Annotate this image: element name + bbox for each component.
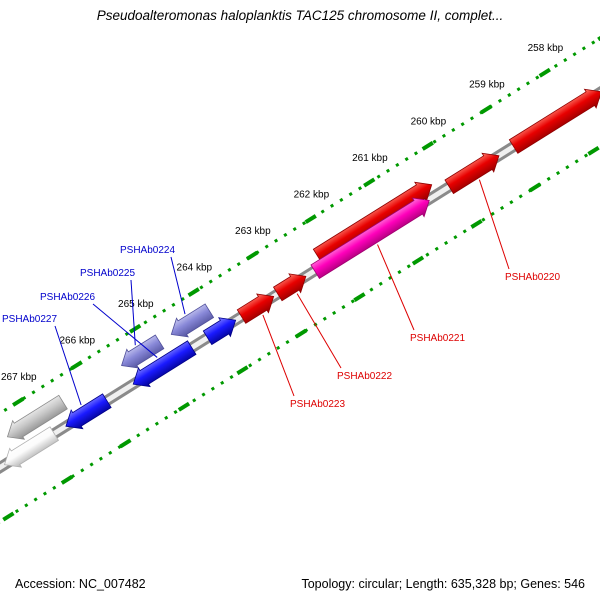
ruler-label: 258 kbp bbox=[528, 43, 564, 54]
kbp-tick bbox=[177, 401, 191, 412]
kbp-tick bbox=[2, 511, 15, 522]
ruler-label: 267 kbp bbox=[1, 372, 37, 383]
ruler-label: 260 kbp bbox=[411, 116, 447, 127]
ruler-dotted-line bbox=[0, 6, 600, 471]
gene-arrow-pshab0223[interactable] bbox=[236, 287, 280, 326]
gene-label[interactable]: PSHAb0220 bbox=[505, 272, 560, 283]
kbp-tick bbox=[119, 438, 132, 449]
gene-arrow[interactable] bbox=[2, 393, 69, 446]
status-bar: Accession: NC_007482 Topology: circular;… bbox=[15, 577, 585, 591]
kbp-tick bbox=[470, 219, 483, 229]
ruler-label: 261 kbp bbox=[352, 153, 388, 164]
ruler-label: 262 kbp bbox=[294, 189, 330, 200]
ruler-label: 266 kbp bbox=[60, 336, 96, 347]
kbp-tick bbox=[353, 292, 366, 302]
ruler-label: 265 kbp bbox=[118, 299, 154, 310]
gene-label[interactable]: PSHAb0227 bbox=[2, 314, 57, 325]
gene-arrow-pshab0221[interactable] bbox=[309, 191, 435, 281]
kbp-tick bbox=[187, 287, 200, 298]
map-title: Pseudoalteromonas haloplanktis TAC125 ch… bbox=[96, 8, 504, 23]
gene-label[interactable]: PSHAb0223 bbox=[290, 399, 345, 410]
ruler-label: 263 kbp bbox=[235, 226, 271, 237]
callout-line bbox=[92, 303, 158, 358]
gene-arrow-pshab0224[interactable] bbox=[165, 301, 215, 343]
ruler-label: 264 kbp bbox=[177, 263, 213, 274]
callout-line bbox=[296, 293, 342, 369]
gene-label[interactable]: PSHAb0222 bbox=[337, 371, 392, 382]
ruler-dotted-line bbox=[0, 84, 600, 549]
callout-line bbox=[170, 256, 186, 315]
kbp-tick bbox=[480, 104, 493, 115]
gene-arrow[interactable] bbox=[0, 424, 60, 474]
callout-line bbox=[54, 325, 82, 406]
kbp-tick bbox=[587, 145, 600, 156]
kbp-tick bbox=[528, 182, 542, 193]
gene-label[interactable]: PSHAb0225 bbox=[80, 268, 135, 279]
ruler-label: 259 kbp bbox=[469, 80, 505, 91]
callout-line bbox=[478, 179, 510, 270]
kbp-tick bbox=[60, 475, 74, 485]
kbp-tick bbox=[246, 250, 259, 261]
gene-arrow[interactable] bbox=[202, 311, 242, 347]
accession-text: Accession: NC_007482 bbox=[15, 577, 146, 591]
callout-line bbox=[377, 244, 415, 331]
kbp-tick bbox=[538, 67, 551, 78]
gene-arrow-pshab0227[interactable] bbox=[60, 391, 113, 435]
gene-arrow[interactable] bbox=[508, 82, 600, 156]
kbp-tick bbox=[12, 396, 25, 407]
gene-arrow-pshab0222[interactable] bbox=[272, 267, 312, 303]
gene-arrow-pshab0220[interactable] bbox=[443, 146, 504, 196]
kbp-tick bbox=[411, 255, 425, 266]
gene-arrow-pshab0226[interactable] bbox=[127, 338, 197, 393]
callout-line bbox=[130, 279, 136, 346]
gene-arrow[interactable] bbox=[312, 175, 438, 265]
kbp-tick bbox=[363, 177, 376, 188]
kbp-tick bbox=[70, 360, 83, 371]
kbp-tick bbox=[129, 323, 142, 334]
kbp-tick bbox=[304, 214, 317, 224]
gene-label[interactable]: PSHAb0221 bbox=[410, 333, 465, 344]
topology-text: Topology: circular; Length: 635,328 bp; … bbox=[301, 577, 585, 591]
kbp-tick bbox=[236, 365, 249, 376]
callout-line bbox=[262, 314, 295, 397]
kbp-tick bbox=[421, 141, 434, 151]
gene-arrow-pshab0225[interactable] bbox=[116, 332, 166, 374]
kbp-tick bbox=[294, 328, 308, 339]
gene-label[interactable]: PSHAb0224 bbox=[120, 245, 175, 256]
gene-label[interactable]: PSHAb0226 bbox=[40, 292, 95, 303]
